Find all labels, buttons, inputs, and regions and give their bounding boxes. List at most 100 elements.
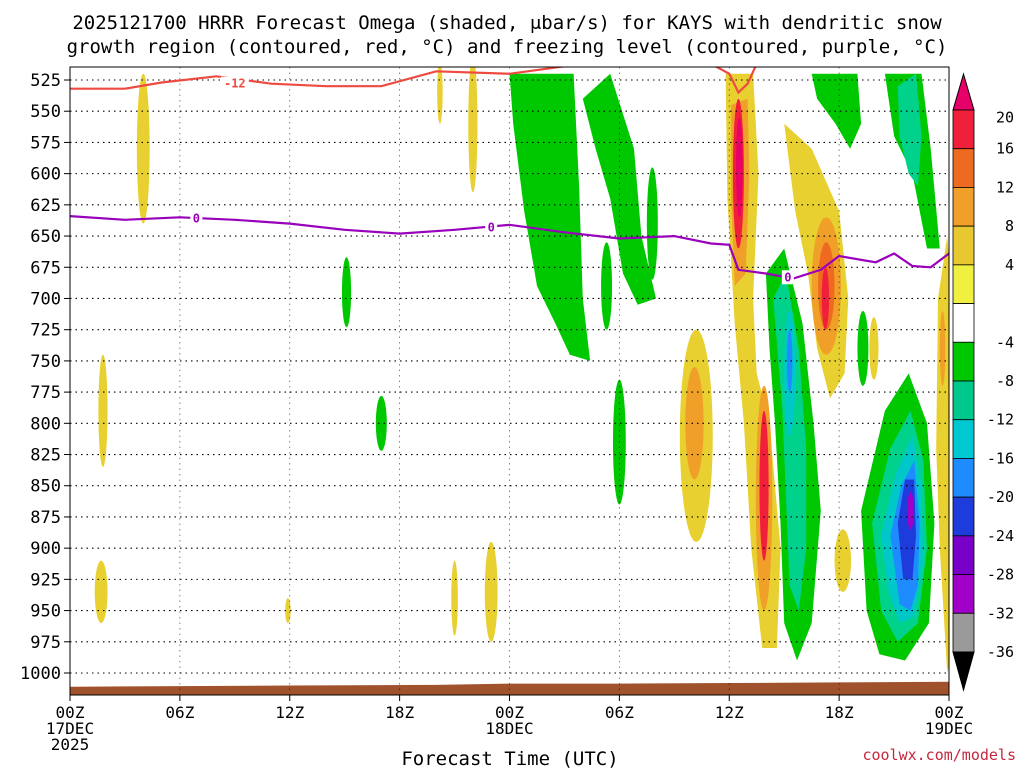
omega-shading	[94, 67, 949, 673]
y-tick-label: 900	[30, 539, 61, 559]
x-tick-label: 12Z	[275, 703, 304, 722]
y-tick-label: 625	[30, 196, 61, 216]
y-tick-label: 975	[30, 633, 61, 653]
contour-label-bg	[190, 211, 203, 226]
colorbar-top-triangle	[952, 72, 975, 111]
credit-text: coolwx.com/models	[862, 746, 1016, 764]
y-tick-label: 925	[30, 570, 61, 590]
y-tick-label: 575	[30, 133, 61, 153]
colorbar-label: -32	[987, 604, 1014, 622]
x-tick-label: 12Z	[715, 703, 744, 722]
y-tick-label: 750	[30, 352, 61, 372]
colorbar-segment	[952, 419, 975, 459]
x-tick-label: 00Z	[495, 703, 524, 722]
omega-region-teal	[773, 273, 807, 611]
colorbar-label: -24	[987, 527, 1014, 545]
omega-region-green	[646, 167, 658, 280]
colorbar-label: -12	[987, 411, 1014, 429]
dgz-contour-line	[70, 67, 757, 95]
colorbar-label: 8	[1005, 217, 1014, 235]
omega-region-yellow	[468, 67, 478, 193]
colorbar-segment	[952, 225, 975, 266]
colorbar-segment	[952, 535, 975, 575]
x-tick-label: 06Z	[165, 703, 194, 722]
y-tick-label: 675	[30, 258, 61, 278]
y-tick-label: 775	[30, 383, 61, 403]
omega-region-green	[857, 310, 869, 386]
omega-region-orange	[939, 310, 946, 386]
x-tick-label: 18Z	[385, 703, 414, 722]
omega-region-yellow	[869, 317, 879, 380]
omega-region-blue	[786, 329, 793, 393]
colorbar-label: 16	[996, 140, 1014, 158]
colorbar-segment	[952, 187, 975, 227]
omega-region-yellow	[98, 354, 108, 468]
x-tick-label: 00Z	[56, 703, 85, 722]
x-tick-label: 18DEC	[485, 719, 533, 738]
chart-title-line2: growth region (contoured, red, °C) and f…	[67, 36, 948, 58]
omega-region-orange	[685, 367, 704, 480]
omega-region-yellow	[285, 598, 291, 624]
omega-region-teal	[897, 73, 922, 187]
omega-region-green	[341, 257, 352, 328]
x-tick-label: 18Z	[825, 703, 854, 722]
freezing-level-line	[70, 215, 949, 280]
freezing-level-label: 0	[488, 220, 495, 234]
terrain-fill	[70, 681, 949, 695]
omega-region-yellow	[936, 236, 949, 673]
colorbar-segment	[952, 303, 975, 343]
omega-region-green	[375, 395, 387, 451]
colorbar-segment	[952, 109, 975, 150]
colorbar-label: -28	[987, 566, 1014, 584]
y-tick-label: 525	[30, 71, 61, 91]
omega-region-yellow	[136, 73, 150, 224]
colorbar-label: 4	[1005, 256, 1014, 274]
y-tick-label: 875	[30, 508, 61, 528]
chart-title-line1: 2025121700 HRRR Forecast Omega (shaded, …	[72, 12, 942, 34]
omega-region-yellow	[437, 67, 443, 124]
omega-region-purple	[907, 491, 914, 530]
colorbar-segment	[952, 264, 975, 304]
y-tick-label: 825	[30, 446, 61, 466]
colorbar-segment	[952, 458, 975, 498]
x-tick-label: 00Z	[935, 703, 964, 722]
colorbar-segment	[952, 612, 975, 653]
y-tick-label: 550	[30, 102, 61, 122]
x-tick-label: 2025	[51, 735, 90, 754]
contour-label-bg	[220, 76, 249, 91]
colorbar-label: 20	[996, 109, 1014, 127]
omega-region-yellow	[451, 560, 458, 636]
colorbar-bottom-triangle	[952, 651, 975, 692]
y-tick-label: 800	[30, 414, 61, 434]
y-tick-label: 1000	[20, 664, 61, 684]
terrain-layer	[70, 681, 949, 695]
contour-label-bg	[485, 220, 498, 235]
y-tick-label: 600	[30, 165, 61, 185]
y-tick-label: 725	[30, 321, 61, 341]
y-tick-label: 850	[30, 477, 61, 497]
colorbar-segment	[952, 380, 975, 421]
grid-lines	[69, 67, 950, 695]
y-tick-label: 700	[30, 289, 61, 309]
omega-region-magenta	[736, 117, 743, 218]
omega-region-yellow	[484, 541, 498, 642]
colorbar-label: -16	[987, 449, 1014, 467]
dgz-label: -12	[224, 77, 246, 91]
x-tick-label: 17DEC	[46, 719, 94, 738]
omega-region-green	[509, 73, 591, 361]
x-tick-label: 19DEC	[925, 719, 973, 738]
y-tick-label: 650	[30, 227, 61, 247]
omega-region-green	[601, 242, 613, 330]
y-tick-label: 950	[30, 602, 61, 622]
x-axis-title: Forecast Time (UTC)	[401, 748, 618, 768]
colorbar-label: -4	[996, 333, 1014, 351]
omega-region-red	[821, 267, 830, 330]
omega-region-yellow	[94, 560, 108, 624]
colorbar: 20 16 12 8 4 -4 -8 -12 -16 -20 -24 -28 -32 -36	[952, 72, 1014, 692]
x-tick-label: 06Z	[605, 703, 634, 722]
colorbar-segment	[952, 574, 975, 614]
contour-lines: -12 0 0 0	[70, 67, 949, 285]
colorbar-segment	[952, 341, 975, 382]
